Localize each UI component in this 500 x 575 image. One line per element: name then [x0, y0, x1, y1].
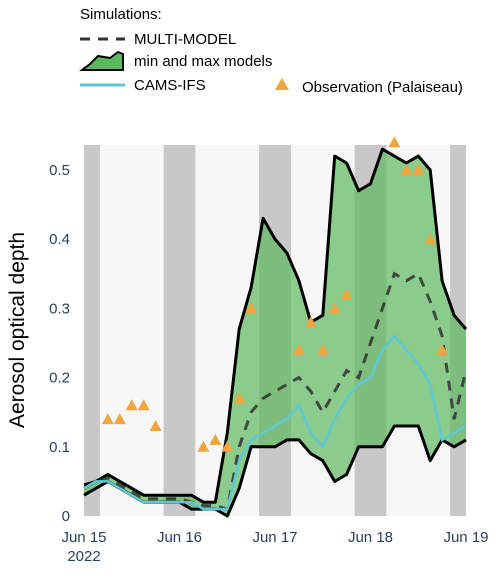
x-tick-label-line: Jun 19 [443, 529, 488, 546]
observation-marker [412, 163, 425, 175]
shaded-period [163, 145, 196, 516]
legend-band [79, 50, 124, 71]
legend-label: CAMS-IFS [134, 77, 206, 94]
observation-marker [424, 233, 437, 245]
x-tick-label-line: 2022 [67, 548, 100, 565]
observation-marker [388, 136, 401, 148]
x-tick-label: Jun 19 [443, 529, 488, 546]
observation-marker [125, 399, 138, 411]
observation-marker [233, 392, 246, 404]
x-tick-label: Jun 18 [348, 529, 393, 546]
y-tick-label: 0.5 [49, 162, 70, 179]
series-line [83, 334, 467, 511]
y-tick-label: 0.3 [49, 300, 70, 317]
x-tick-label: Jun 15 2022 [61, 529, 106, 565]
observation-marker [316, 343, 329, 355]
observation-marker [101, 413, 114, 425]
band-upper-line [83, 147, 468, 504]
legend-marker [275, 78, 289, 90]
observation-marker [113, 413, 126, 425]
y-tick-label: 0.1 [49, 439, 70, 456]
observation-marker [304, 316, 317, 328]
observation-marker [340, 288, 353, 300]
observation-marker [328, 302, 341, 314]
x-tick-label-line: Jun 15 [61, 529, 106, 546]
observation-marker [149, 420, 162, 432]
observation-marker [197, 440, 210, 452]
observation-marker [137, 399, 150, 411]
observation-marker [221, 440, 234, 452]
observation-marker [436, 343, 449, 355]
legend-label: MULTI-MODEL [134, 31, 236, 48]
legend-label: min and max models [134, 53, 272, 70]
x-tick-label: Jun 17 [252, 529, 297, 546]
observation-marker [292, 343, 305, 355]
band-fill [84, 149, 466, 516]
y-tick-label: 0.2 [49, 370, 70, 387]
y-axis-label: Aerosol optical depth [6, 232, 29, 428]
legend-label: Observation (Palaiseau) [302, 79, 463, 96]
x-tick-label-line: Jun 17 [252, 529, 297, 546]
x-tick-label: Jun 16 [157, 529, 202, 546]
y-tick-label: 0 [62, 508, 70, 525]
observation-marker [400, 163, 413, 175]
observation-marker [245, 302, 258, 314]
x-tick-label-line: Jun 16 [157, 529, 202, 546]
shaded-period [84, 145, 100, 516]
y-tick-label: 0.4 [49, 231, 70, 248]
observation-marker [209, 433, 222, 445]
legend-title: Simulations: [80, 6, 162, 23]
x-tick-label-line: Jun 18 [348, 529, 393, 546]
